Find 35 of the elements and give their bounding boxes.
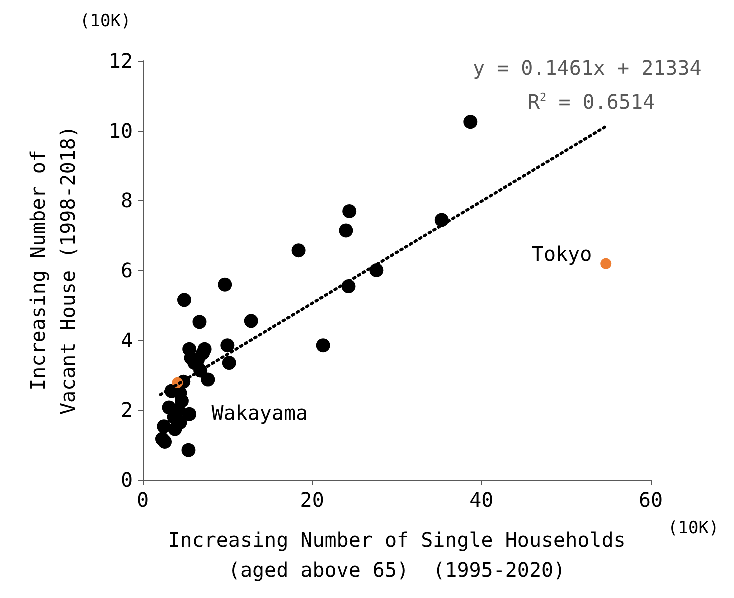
point [464, 115, 478, 130]
point [316, 338, 330, 353]
point [168, 422, 182, 436]
point [158, 434, 172, 449]
y-tick-label: 12 [108, 49, 133, 73]
y-tick-label: 10 [108, 118, 133, 143]
point [182, 443, 196, 458]
point [192, 315, 207, 330]
point [178, 293, 192, 308]
text: (10K) [668, 518, 720, 538]
x-tick-label: 20 [300, 488, 324, 512]
x-axis-title: Increasing Number of Single Households (aged above 65) (1995-2020) [168, 528, 626, 582]
y-tick-label: 4 [120, 328, 133, 352]
point [222, 356, 236, 370]
y-tick-label: 6 [120, 258, 133, 282]
point [220, 338, 235, 353]
point [244, 314, 258, 328]
annotation: Tokyo [532, 242, 592, 266]
annotation: y = 0.1461x + 21334 [473, 56, 702, 80]
text: (10K) [80, 12, 132, 32]
y-tick-label: 2 [120, 398, 133, 422]
point [600, 258, 612, 270]
point [182, 407, 197, 422]
x-tick-label: 0 [136, 488, 150, 512]
point [292, 244, 306, 258]
y-tick-label: 8 [120, 188, 133, 213]
y-axis-title: Increasing Number of Vacant House (1998-2018) [26, 126, 80, 415]
y-tick-label: 0 [120, 468, 133, 492]
point [218, 278, 232, 292]
point [201, 372, 216, 387]
x-tick-label: 60 [638, 488, 664, 512]
point [342, 204, 357, 218]
x-tick-label: 40 [470, 488, 494, 512]
point [339, 224, 354, 238]
annotation: Wakayama [212, 400, 308, 425]
